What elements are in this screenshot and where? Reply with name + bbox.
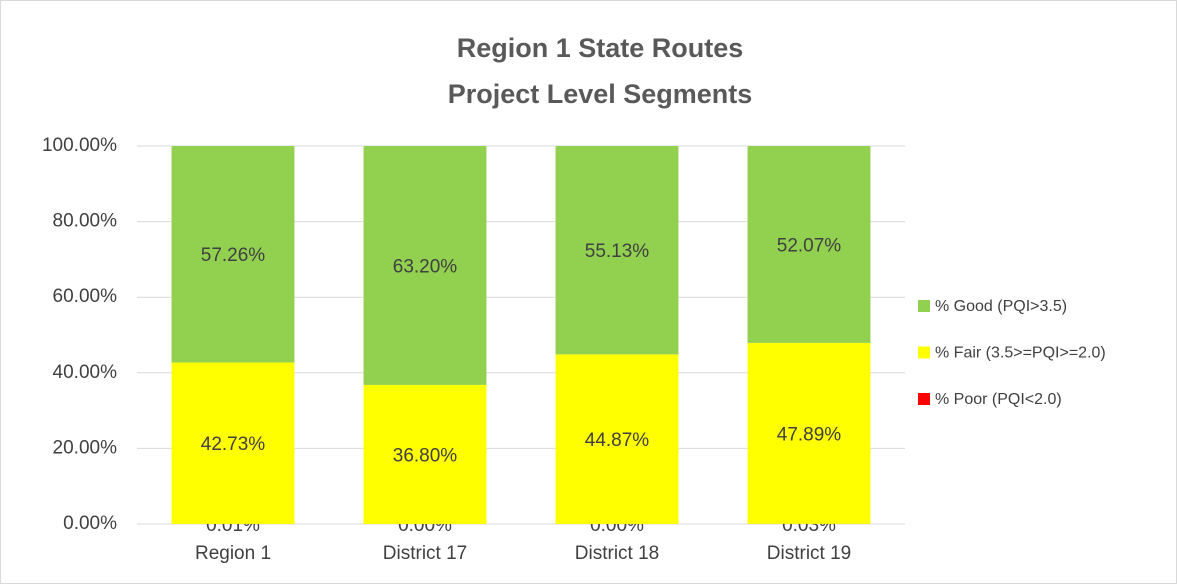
- legend-swatch: [918, 346, 930, 359]
- bar-segment: [363, 146, 487, 385]
- chart-title: Region 1 State Routes: [457, 33, 744, 63]
- data-label: 57.26%: [201, 245, 266, 266]
- data-label: 44.87%: [585, 430, 650, 451]
- legend-swatch: [918, 393, 930, 405]
- x-tick-label: District 18: [575, 543, 659, 564]
- legend-text: % Fair (3.5>=PQI>=2.0): [935, 345, 1106, 362]
- data-label: 52.07%: [777, 235, 842, 256]
- x-tick-label: District 19: [767, 543, 851, 564]
- x-tick-label: District 17: [383, 543, 467, 564]
- y-tick-label: 100.00%: [42, 135, 117, 156]
- bar-segment: [747, 342, 871, 524]
- y-tick-label: 60.00%: [53, 286, 118, 307]
- x-tick-label: Region 1: [195, 543, 271, 564]
- y-tick-label: 0.00%: [63, 513, 117, 534]
- bar-segment: [171, 146, 295, 363]
- data-label: 42.73%: [201, 434, 266, 455]
- legend-text: % Poor (PQI<2.0): [935, 391, 1062, 408]
- bar-segment: [363, 384, 487, 524]
- data-label: 47.89%: [777, 424, 842, 445]
- y-tick-label: 80.00%: [53, 211, 118, 232]
- data-label: 63.20%: [393, 256, 458, 277]
- data-label: 36.80%: [393, 445, 458, 466]
- y-tick-label: 40.00%: [53, 362, 118, 383]
- y-tick-label: 20.00%: [53, 437, 118, 458]
- legend-text: % Good (PQI>3.5): [935, 298, 1067, 315]
- bar-segment: [555, 354, 679, 524]
- chart-title: Project Level Segments: [448, 79, 753, 109]
- bar-segment: [747, 146, 871, 343]
- bar-segment: [171, 362, 295, 524]
- legend-swatch: [918, 300, 930, 312]
- data-label: 55.13%: [585, 241, 650, 262]
- bar-segment: [555, 146, 679, 355]
